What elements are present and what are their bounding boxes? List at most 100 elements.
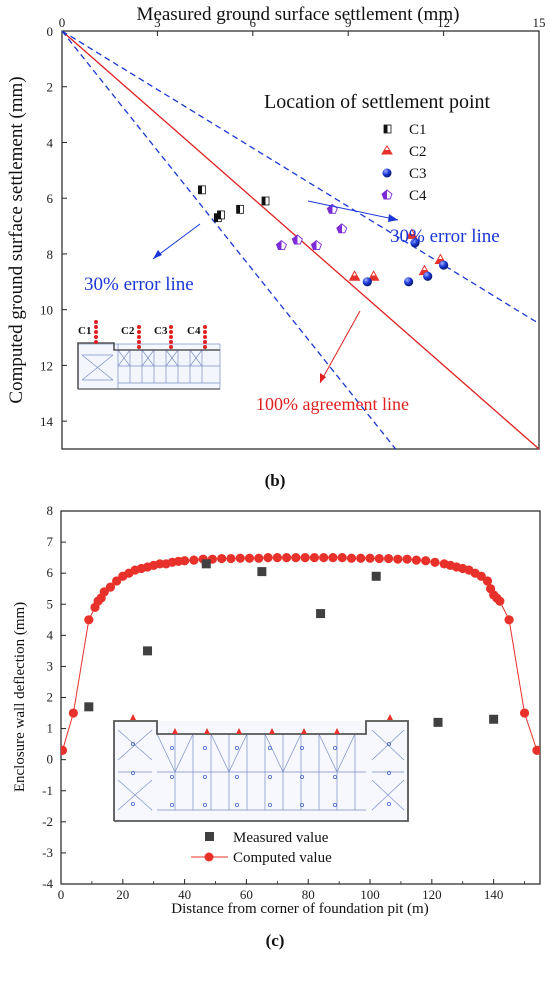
data-point-computed bbox=[374, 553, 384, 564]
y-tick-label-c: 2 bbox=[47, 690, 54, 705]
data-point-c4 bbox=[275, 239, 287, 251]
inset-schematic-c bbox=[113, 714, 409, 822]
data-point-measured bbox=[489, 714, 499, 724]
settlement-point-markers bbox=[94, 320, 207, 349]
y-tick-label-c: 0 bbox=[47, 752, 54, 767]
legend-entry-measured: Measured value bbox=[205, 830, 329, 846]
data-point-computed bbox=[504, 615, 514, 625]
y-tick-label-c: 4 bbox=[47, 627, 54, 642]
error-line-label-upper: 30% error line bbox=[390, 226, 500, 247]
data-point-computed bbox=[482, 576, 493, 586]
data-point-c3 bbox=[410, 238, 420, 248]
data-point-computed bbox=[226, 553, 236, 564]
x-axis-title-b: Measured ground surface settlement (mm) bbox=[137, 4, 460, 25]
x-tick-label-c: 80 bbox=[302, 887, 315, 902]
legend-entry-c4: C4 bbox=[381, 188, 427, 204]
data-point-measured bbox=[257, 567, 267, 577]
data-point-computed bbox=[337, 553, 347, 563]
y-tick-label-b: 4 bbox=[47, 135, 54, 150]
panel-c: 0 20 40 60 80 100 120 140 -4 -3 -2 -1 0 1 2 3 4 5 6 7 8 Dist… bbox=[12, 503, 541, 950]
data-point-computed bbox=[84, 615, 94, 625]
y-tick-label-b: 2 bbox=[47, 80, 54, 95]
legend-entry-c3: C3 bbox=[382, 166, 427, 182]
data-point-computed bbox=[319, 553, 329, 563]
y-tick-label-c: 6 bbox=[47, 565, 54, 580]
data-point-computed bbox=[263, 553, 273, 563]
y-tick-label-c: -4 bbox=[42, 876, 53, 891]
agreement-line-label: 100% agreement line bbox=[256, 394, 409, 414]
legend-entry-computed: Computed value bbox=[191, 850, 332, 866]
legend-title-b: Location of settlement point bbox=[264, 91, 490, 113]
data-point-computed bbox=[519, 708, 530, 718]
data-point-computed bbox=[244, 553, 255, 563]
data-point-c2 bbox=[348, 270, 361, 281]
y-tick-label-b: 12 bbox=[40, 358, 53, 373]
data-point-c4 bbox=[336, 223, 348, 234]
data-point-c1 bbox=[217, 210, 225, 220]
data-point-c1 bbox=[198, 185, 206, 195]
data-point-computed bbox=[532, 745, 540, 755]
legend-c: Measured value Computed value bbox=[191, 830, 332, 866]
data-point-computed bbox=[430, 557, 440, 567]
data-point-computed bbox=[105, 582, 116, 592]
points-b bbox=[198, 185, 449, 287]
caption-b: (b) bbox=[265, 471, 286, 490]
caption-c: (c) bbox=[266, 931, 285, 950]
svg-text:Computed value: Computed value bbox=[233, 850, 332, 866]
y-tick-label-c: 1 bbox=[47, 721, 54, 736]
data-point-computed bbox=[217, 553, 227, 564]
data-point-computed bbox=[291, 553, 301, 563]
x-tick-label-c: 120 bbox=[422, 887, 442, 902]
data-point-computed bbox=[356, 553, 366, 563]
annotation-arrows-b bbox=[152, 200, 399, 384]
x-tick-label-b: 9 bbox=[345, 15, 352, 30]
y-tick-label-b: 10 bbox=[40, 303, 53, 318]
tick-group-c: 0 20 40 60 80 100 120 140 -4 -3 -2 -1 0 1 2 3 4 5 6 7 8 bbox=[42, 503, 525, 902]
x-tick-label-b: 3 bbox=[154, 15, 161, 30]
data-point-c2 bbox=[405, 228, 418, 239]
data-point-computed bbox=[254, 553, 264, 563]
data-point-measured bbox=[201, 559, 211, 569]
y-axis-title-c: Enclosure wall deflection (mm) bbox=[12, 602, 28, 792]
y-tick-label-c: -3 bbox=[42, 845, 53, 860]
x-axis-title-c: Distance from corner of foundation pit (… bbox=[171, 901, 428, 917]
data-point-c4 bbox=[310, 239, 322, 251]
plot-frame-b bbox=[61, 30, 540, 450]
y-tick-label-c: 3 bbox=[47, 658, 54, 673]
data-point-measured bbox=[143, 646, 153, 656]
data-point-c1 bbox=[261, 196, 270, 206]
series-c bbox=[61, 553, 540, 755]
x-tick-label-b: 15 bbox=[533, 15, 546, 30]
data-point-computed bbox=[61, 745, 68, 755]
data-point-computed bbox=[235, 553, 245, 563]
y-tick-label-c: 5 bbox=[47, 596, 54, 611]
panel-b: 0 3 6 9 12 15 0 2 4 6 8 10 12 14 Measured ground surf… bbox=[6, 4, 546, 490]
data-point-measured bbox=[433, 717, 443, 727]
data-point-measured bbox=[84, 702, 94, 712]
inset-monitor-markers-c bbox=[130, 714, 393, 734]
data-point-c3 bbox=[439, 260, 449, 270]
x-tick-label-b: 6 bbox=[250, 15, 257, 30]
data-point-c4 bbox=[291, 234, 303, 245]
legend-entry-c2: C2 bbox=[381, 144, 427, 160]
y-tick-label-b: 14 bbox=[40, 414, 54, 429]
data-point-c2 bbox=[367, 270, 380, 281]
inset-label-c4: C4 bbox=[187, 325, 201, 337]
data-point-computed bbox=[495, 596, 505, 606]
data-point-computed bbox=[393, 554, 403, 564]
data-point-computed bbox=[421, 556, 431, 566]
data-point-computed bbox=[300, 553, 310, 563]
data-point-computed bbox=[272, 553, 282, 563]
data-point-computed bbox=[411, 555, 421, 565]
inset-label-c3: C3 bbox=[154, 325, 168, 337]
data-point-computed bbox=[346, 553, 357, 563]
data-point-computed bbox=[365, 553, 375, 563]
error-line-label-lower: 30% error line bbox=[84, 274, 194, 295]
y-tick-label-b: 8 bbox=[47, 247, 54, 262]
legend-entry-c1: C1 bbox=[383, 122, 427, 138]
data-point-c3 bbox=[404, 277, 414, 287]
inset-label-c1: C1 bbox=[78, 325, 91, 337]
data-point-measured bbox=[316, 609, 326, 619]
x-tick-label-c: 100 bbox=[360, 887, 380, 902]
